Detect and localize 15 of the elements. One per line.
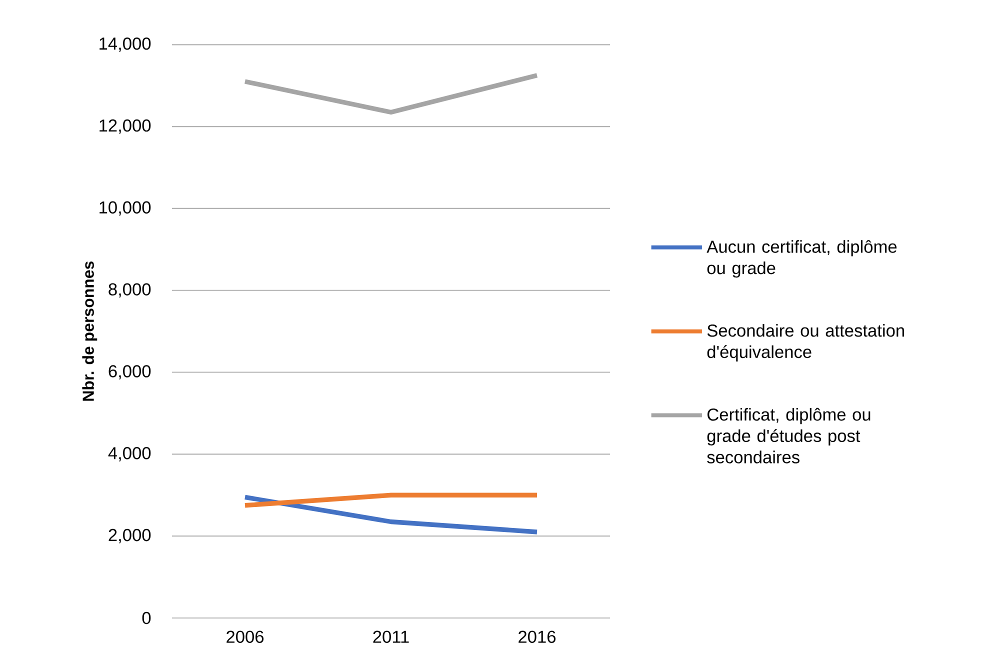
y-axis-title: Nbr. de personnes [82,261,98,401]
legend-label: Aucun certificat, diplôme ou grade [706,240,897,278]
y-tick-label: 2,000 [108,528,151,544]
x-tick-label: 2006 [226,630,264,643]
y-tick-label: 6,000 [108,365,151,380]
y-tick-label: 4,000 [108,447,151,462]
legend-label: Certificat, diplôme ou grade d'études post secondaires [707,408,870,464]
legend-label: Secondaire ou attestation d'équivalence [707,324,904,362]
y-tick-label: 14,000 [100,37,151,52]
x-tick-label: 2011 [373,630,409,643]
x-tick-label: 2016 [518,630,556,643]
y-tick-label: 12,000 [100,119,151,134]
y-tick-label: 10,000 [100,201,151,216]
y-tick-label: 8,000 [108,283,151,298]
y-tick-label: 0 [142,612,151,624]
